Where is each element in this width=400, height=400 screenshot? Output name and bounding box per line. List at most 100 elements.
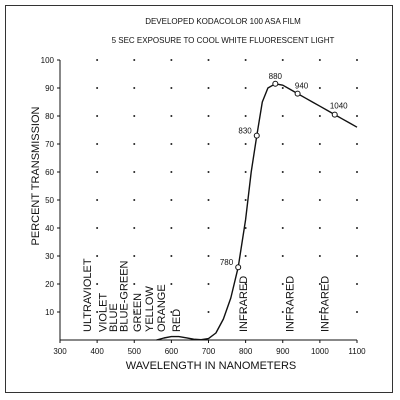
grid-dot	[281, 87, 284, 89]
grid-dot	[133, 255, 136, 257]
region-label: INFRARED	[284, 276, 296, 332]
grid-dot	[207, 143, 210, 145]
grid-dot	[207, 311, 210, 313]
region-label: BLUE-GREEN	[118, 260, 130, 332]
grid-dot	[207, 199, 210, 201]
grid-dot	[281, 227, 284, 229]
data-point-marker	[272, 80, 279, 87]
grid-dot	[170, 143, 173, 145]
grid-dot	[133, 171, 136, 173]
grid-dot	[207, 171, 210, 173]
data-point-label: 1040	[330, 102, 348, 111]
region-label: RED	[171, 309, 183, 332]
grid-dot	[133, 311, 136, 313]
annotated-points: 780 830 880 940 1040	[220, 72, 348, 271]
grid-dot	[96, 143, 99, 145]
chart-subtitle: 5 SEC EXPOSURE TO COOL WHITE FLUORESCENT…	[112, 36, 335, 45]
x-axis-label: WAVELENGTH IN NANOMETERS	[126, 360, 297, 372]
grid-dot	[96, 199, 99, 201]
y-tick-label: 100	[41, 56, 55, 65]
grid-dot	[281, 283, 284, 285]
grid-dot	[133, 143, 136, 145]
data-point-marker	[294, 90, 301, 97]
grid-dot	[207, 59, 210, 61]
grid-dot	[170, 59, 173, 61]
grid-dot	[356, 199, 358, 201]
grid-dot	[244, 87, 247, 89]
region-label: BLUE	[108, 303, 120, 332]
grid-dot	[96, 59, 99, 61]
grid-dot	[96, 283, 99, 285]
grid-dot	[170, 115, 173, 117]
x-tick-label: 900	[276, 347, 290, 356]
grid-dot	[281, 255, 284, 257]
grid-dot	[356, 115, 358, 117]
grid-dot	[356, 311, 358, 313]
grid-dot	[96, 171, 99, 173]
grid-dot	[318, 283, 321, 285]
grid-dot	[318, 171, 321, 173]
grid-dot	[281, 311, 284, 313]
grid-dot	[96, 227, 99, 229]
grid-dot	[244, 171, 247, 173]
grid-dot	[318, 227, 321, 229]
region-label: ULTRAVIOLET	[82, 258, 94, 332]
region-label: YELLOW	[144, 286, 156, 332]
grid-dot	[281, 199, 284, 201]
grid-dot	[244, 59, 247, 61]
grid-dot	[207, 227, 210, 229]
y-tick-label: 80	[45, 112, 54, 121]
grid-dot	[133, 283, 136, 285]
grid-dot	[356, 255, 358, 257]
region-label: INFRARED	[320, 276, 332, 332]
y-tick-label: 60	[45, 168, 54, 177]
data-point-marker	[331, 111, 338, 118]
grid-dot	[170, 227, 173, 229]
grid-dot	[133, 199, 136, 201]
x-tick-label: 800	[239, 347, 253, 356]
grid-dot	[96, 115, 99, 117]
grid-dot	[133, 115, 136, 117]
x-tick-label: 300	[53, 347, 67, 356]
grid-dot	[318, 143, 321, 145]
region-label: ORANGE	[156, 284, 168, 332]
grid-dot	[356, 59, 358, 61]
grid-dot	[244, 143, 247, 145]
data-point-marker	[253, 132, 260, 139]
data-point-label: 830	[238, 127, 252, 136]
grid-dot	[356, 171, 358, 173]
grid-dot	[207, 87, 210, 89]
grid-dot	[318, 199, 321, 201]
grid-dot	[244, 283, 247, 285]
grid-dot	[318, 59, 321, 61]
y-tick-label: 50	[45, 196, 54, 205]
axis-ticks: 10 20 30 40 50 60 70 80 90 100 300 400 500 600 700 800 9…	[41, 56, 367, 356]
chart-frame	[5, 5, 393, 393]
grid-dots	[96, 59, 358, 313]
grid-dot	[318, 255, 321, 257]
grid-dot	[244, 115, 247, 117]
grid-dot	[96, 255, 99, 257]
region-label: VIOLET	[98, 293, 110, 332]
grid-dot	[207, 255, 210, 257]
x-tick-label: 1100	[348, 347, 366, 356]
y-tick-label: 20	[45, 280, 54, 289]
grid-dot	[96, 311, 99, 313]
grid-dot	[207, 115, 210, 117]
y-tick-label: 40	[45, 224, 54, 233]
grid-dot	[170, 199, 173, 201]
grid-dot	[207, 283, 210, 285]
region-label: INFRARED	[238, 276, 250, 332]
y-tick-label: 10	[45, 308, 54, 317]
x-tick-label: 400	[90, 347, 104, 356]
y-tick-label: 70	[45, 140, 54, 149]
region-label: GREEN	[132, 293, 144, 332]
grid-dot	[170, 283, 173, 285]
grid-dot	[133, 227, 136, 229]
axes	[59, 60, 357, 341]
grid-dot	[170, 311, 173, 313]
grid-dot	[244, 255, 247, 257]
x-tick-label: 600	[165, 347, 179, 356]
